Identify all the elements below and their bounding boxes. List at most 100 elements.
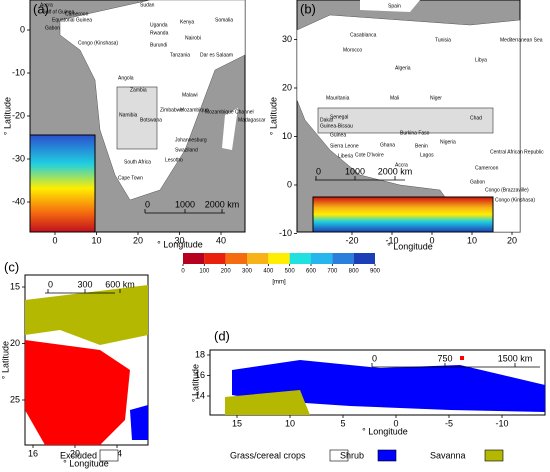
colorbar-segment (268, 253, 290, 264)
colorbar-segment (204, 253, 226, 264)
place-name: Congo (Brazzaville) (485, 187, 529, 193)
madagascar (222, 108, 238, 150)
y-axis-label: ° Latitude (0, 341, 10, 379)
y-axis-label: ° Latitude (190, 364, 200, 402)
scale-label: 1500 km (498, 353, 533, 363)
place-name: Madagascar (238, 117, 266, 123)
place-name: Benin (415, 143, 428, 149)
panel-label: (a) (33, 1, 49, 16)
x-tick-label: -20 (345, 235, 358, 245)
x-axis-label: ° Longitude (362, 426, 408, 436)
scale-label: 0 (316, 166, 321, 176)
place-name: Johannesburg (175, 137, 207, 143)
legend-label: Shrub (340, 450, 364, 460)
place-name: Lagos (420, 152, 434, 158)
x-tick-label: 30 (174, 235, 184, 245)
place-name: Cameroon (65, 11, 89, 17)
y-tick-label: 16 (195, 370, 205, 380)
y-tick-label: -10 (12, 67, 25, 77)
place-name: Senegal (330, 114, 348, 120)
colorbar-label: 900 (370, 269, 381, 275)
legend-swatch (99, 449, 119, 462)
place-name: Guinea (330, 132, 346, 138)
place-name: Nairobi (185, 35, 201, 41)
place-name: Namibia (119, 112, 138, 118)
x-tick-label: 5 (340, 418, 345, 428)
x-tick-label: 15 (232, 418, 242, 428)
x-tick-label: 10 (285, 418, 295, 428)
legend-swatch (329, 449, 349, 462)
place-name: South Africa (124, 159, 151, 165)
place-name: Zambia (130, 87, 147, 93)
y-tick-label: 18 (195, 349, 205, 359)
place-name: Congo (Kinshasa) (495, 197, 535, 203)
place-name: Sierra Leone (330, 143, 359, 149)
place-name: Congo (Kinshasa) (78, 40, 118, 46)
place-name: Mozambique Channel (205, 109, 254, 115)
place-name: Gabon (470, 179, 485, 185)
study-area (116, 86, 158, 150)
legend-label: Grass/cereal crops (230, 450, 306, 460)
place-name: Cape Town (118, 175, 143, 181)
place-name: Dar es Salaam (200, 52, 233, 58)
place-name: Swaziland (175, 147, 198, 153)
scale-label: 0 (48, 279, 53, 289)
place-name: Mauritania (326, 95, 350, 101)
y-tick-label: -20 (12, 110, 25, 120)
place-name: Cote D'Ivoire (355, 152, 384, 158)
colorbar-segment (311, 253, 333, 264)
savanna (25, 285, 148, 345)
legend-swatch (484, 449, 504, 462)
scale-label: 2000 km (205, 199, 240, 209)
place-name: Cameroon (475, 165, 499, 171)
x-tick-label: -10 (495, 418, 508, 428)
shrub-red (25, 340, 130, 445)
colorbar-segment (332, 253, 354, 264)
place-name: Malawi (182, 92, 198, 98)
colorbar-label: 400 (263, 269, 274, 275)
place-name: Botswana (140, 117, 162, 123)
place-name: Dakar (320, 117, 334, 123)
shrub (232, 360, 545, 412)
y-tick-label: 30 (282, 34, 292, 44)
place-name: Liberia (338, 153, 353, 159)
x-tick-label: 20 (133, 235, 143, 245)
place-name: Zimbabwe (160, 107, 183, 113)
scale-label: 1000 (345, 166, 365, 176)
colorbar-unit: [mm] (272, 280, 286, 286)
x-tick-label: 10 (91, 235, 101, 245)
place-name: Rwanda (150, 30, 169, 36)
scale-label: 300 (77, 279, 92, 289)
place-name: Central African Republic (490, 149, 544, 155)
scale-label: 600 km (105, 279, 135, 289)
inset-b (312, 196, 494, 233)
scale-label: 750 (437, 353, 452, 363)
y-tick-label: 0 (287, 179, 292, 189)
place-name: Sudan (140, 2, 155, 8)
place-name: Spain (388, 3, 401, 9)
colorbar-label: 200 (221, 269, 232, 275)
place-name: Burundi (150, 42, 167, 48)
x-tick-label: 10 (467, 235, 477, 245)
colorbar-label: 800 (349, 269, 360, 275)
place-name: Chad (470, 115, 482, 121)
place-name: Morocco (343, 47, 362, 53)
colorbar-label: 0 (181, 269, 185, 275)
colorbar-label: 700 (327, 269, 338, 275)
shrub-blue (130, 405, 148, 440)
place-name: Mediterranean Sea (500, 37, 543, 43)
x-tick-label: -10 (385, 235, 398, 245)
x-axis-label: ° Longitude (387, 241, 433, 251)
place-name: Nigeria (440, 139, 456, 145)
place-name: Angola (118, 75, 134, 81)
legend-swatch (377, 449, 397, 462)
y-tick-label: -10 (279, 228, 292, 238)
place-name: Gabon (45, 25, 60, 31)
colorbar-label: 300 (242, 269, 253, 275)
place-name: Gulf of Guinea (42, 9, 74, 15)
x-tick-label: 20 (70, 448, 80, 458)
place-name: Kenya (180, 19, 194, 25)
place-name: Ghana (380, 142, 395, 148)
inset-a (29, 134, 96, 233)
